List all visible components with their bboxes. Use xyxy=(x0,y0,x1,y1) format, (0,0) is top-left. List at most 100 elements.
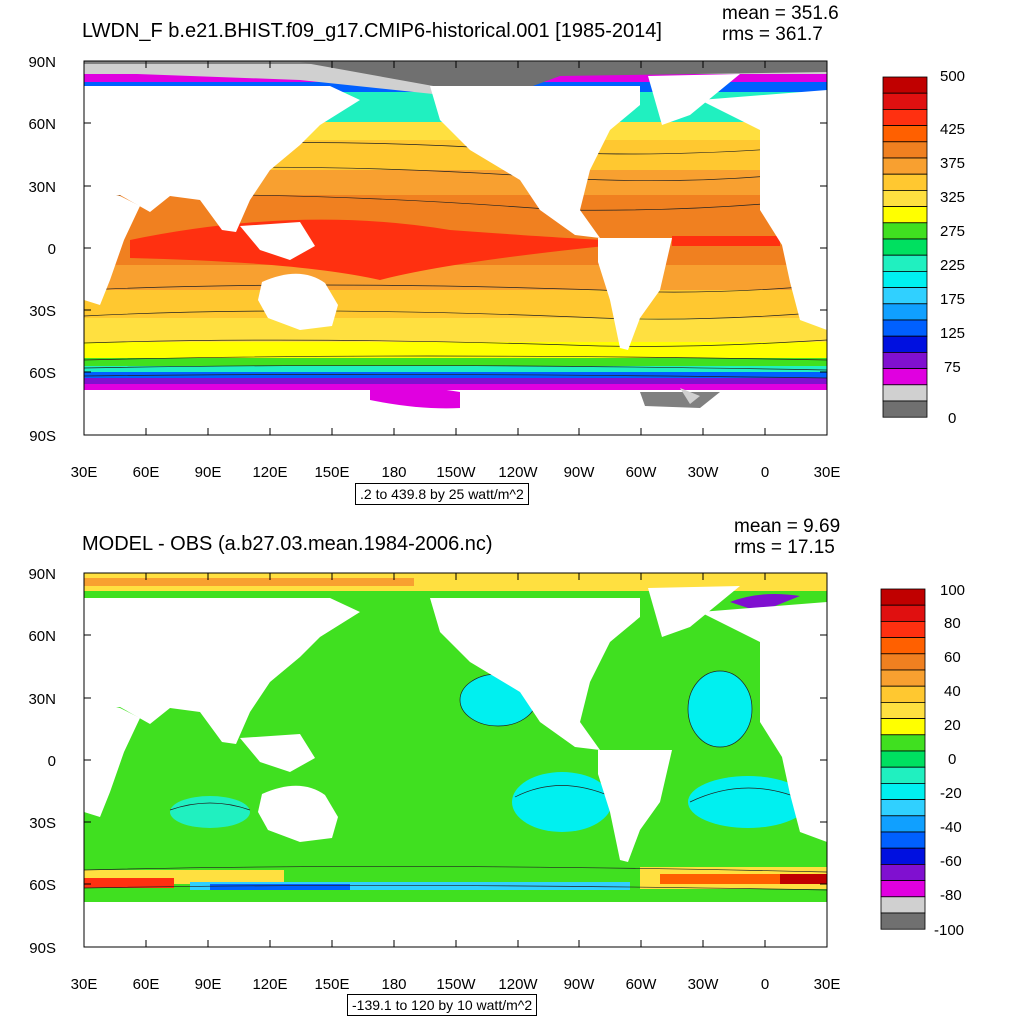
colorbar-swatch xyxy=(882,335,928,353)
colorbar-swatch xyxy=(882,125,928,143)
x-tick-label: 120E xyxy=(252,976,287,993)
contour-field xyxy=(84,61,827,435)
x-tick-label: 0 xyxy=(761,976,769,993)
colorbar-swatch xyxy=(882,222,928,240)
colorbar-swatch xyxy=(882,141,928,159)
colorbar-label: 325 xyxy=(940,189,966,206)
x-tick-label: 180 xyxy=(381,976,406,993)
x-tick-label: 30W xyxy=(688,976,720,993)
y-tick-label: 90N xyxy=(28,566,56,583)
colorbar-label: 425 xyxy=(940,121,966,138)
y-tick-label: 0 xyxy=(48,753,56,770)
colorbar-swatch xyxy=(880,750,926,768)
x-tick-label: 90W xyxy=(564,464,596,481)
y-axis-labels: 90N 60N 30N 0 30S 60S 90S xyxy=(28,566,56,957)
colorbar-label: 175 xyxy=(940,291,966,308)
colorbar-label: 20 xyxy=(944,717,961,734)
map-panel-top: LWDN_F b.e21.BHIST.f09_g17.CMIP6-histori… xyxy=(28,3,966,505)
colorbar-label: 275 xyxy=(940,223,966,240)
map-figure: 90N 60N 30N 0 30S 60S 90S 30E 60E 90E 12… xyxy=(28,54,928,481)
colorbar-swatch xyxy=(882,287,928,305)
colorbar-label: 40 xyxy=(944,683,961,700)
map-title: LWDN_F b.e21.BHIST.f09_g17.CMIP6-histori… xyxy=(82,20,662,42)
colorbar-swatch xyxy=(880,701,926,719)
x-tick-label: 120W xyxy=(498,464,538,481)
x-tick-label: 150W xyxy=(436,976,476,993)
colorbar-label: -20 xyxy=(940,785,962,802)
y-tick-label: 90N xyxy=(28,54,56,71)
y-tick-label: 30S xyxy=(29,815,56,832)
colorbar-swatch xyxy=(880,782,926,800)
x-tick-label: 150W xyxy=(436,464,476,481)
x-axis-labels: 30E 60E 90E 120E 150E 180 150W 120W 90W … xyxy=(71,464,841,481)
colorbar-label: 125 xyxy=(940,325,966,342)
colorbar-swatch xyxy=(880,734,926,752)
x-tick-label: 90E xyxy=(195,464,222,481)
range-info-box: -139.1 to 120 by 10 watt/m^2 xyxy=(347,994,538,1016)
y-axis-ticks xyxy=(84,60,827,436)
land-mask xyxy=(84,586,827,862)
colorbar xyxy=(882,76,928,418)
colorbar-label: -40 xyxy=(940,819,962,836)
x-tick-label: 60W xyxy=(626,976,658,993)
colorbar-swatch xyxy=(882,384,928,402)
y-tick-label: 90S xyxy=(29,428,56,445)
x-tick-label: 120W xyxy=(498,976,538,993)
x-axis-ticks xyxy=(83,573,828,947)
colorbar-label: -100 xyxy=(934,922,965,939)
x-tick-label: 150E xyxy=(314,464,349,481)
y-axis-labels: 90N 60N 30N 0 30S 60S 90S xyxy=(28,54,56,445)
colorbar-swatch xyxy=(882,254,928,272)
colorbar-swatch xyxy=(880,880,926,898)
colorbar-swatch xyxy=(882,303,928,321)
colorbar-swatch xyxy=(882,206,928,224)
x-tick-label: 30E xyxy=(71,464,98,481)
colorbar-swatch xyxy=(882,92,928,110)
map-figure: 90N 60N 30N 0 30S 60S 90S 30E 60E 90E 12… xyxy=(28,566,926,993)
colorbar-label: 0 xyxy=(948,410,957,427)
y-tick-label: 60N xyxy=(28,116,56,133)
colorbar-label: 225 xyxy=(940,257,966,274)
colorbar-swatch xyxy=(880,588,926,606)
rms-value: rms = 17.15 xyxy=(734,537,835,558)
colorbar-swatch xyxy=(880,847,926,865)
mean-value: mean = 9.69 xyxy=(734,516,841,537)
x-tick-label: 30W xyxy=(688,464,720,481)
colorbar-swatch xyxy=(880,799,926,817)
colorbar-swatch xyxy=(882,351,928,369)
x-tick-label: 120E xyxy=(252,464,287,481)
colorbar-swatch xyxy=(880,766,926,784)
x-tick-label: 180 xyxy=(381,464,406,481)
map-panel-bottom: MODEL - OBS (a.b27.03.mean.1984-2006.nc)… xyxy=(0,512,1024,1024)
colorbar-label: -80 xyxy=(940,887,962,904)
colorbar-label: 375 xyxy=(940,155,966,172)
x-tick-label: 60E xyxy=(133,464,160,481)
colorbar-swatch xyxy=(880,604,926,622)
map-title: MODEL - OBS (a.b27.03.mean.1984-2006.nc) xyxy=(82,533,493,555)
colorbar-swatch xyxy=(880,621,926,639)
x-tick-label: 90W xyxy=(564,976,596,993)
contour-field xyxy=(84,573,827,947)
colorbar-swatch xyxy=(882,238,928,256)
y-tick-label: 60S xyxy=(29,877,56,894)
x-axis-labels: 30E 60E 90E 120E 150E 180 150W 120W 90W … xyxy=(71,976,841,993)
colorbar-swatch xyxy=(880,653,926,671)
x-axis-ticks xyxy=(83,61,828,435)
colorbar-swatch xyxy=(882,319,928,337)
colorbar-swatch xyxy=(882,109,928,127)
colorbar-swatch xyxy=(880,896,926,914)
range-info-box: .2 to 439.8 by 25 watt/m^2 xyxy=(355,483,529,505)
x-tick-label: 30E xyxy=(71,976,98,993)
x-tick-label: 90E xyxy=(195,976,222,993)
colorbar-swatch xyxy=(882,76,928,94)
y-tick-label: 30N xyxy=(28,179,56,196)
x-tick-label: 0 xyxy=(761,464,769,481)
x-tick-label: 150E xyxy=(314,976,349,993)
rms-value: rms = 361.7 xyxy=(722,24,823,45)
colorbar-swatch xyxy=(882,368,928,386)
y-tick-label: 90S xyxy=(29,940,56,957)
x-tick-label: 60W xyxy=(626,464,658,481)
x-tick-label: 60E xyxy=(133,976,160,993)
y-tick-label: 30N xyxy=(28,691,56,708)
colorbar-swatch xyxy=(880,718,926,736)
